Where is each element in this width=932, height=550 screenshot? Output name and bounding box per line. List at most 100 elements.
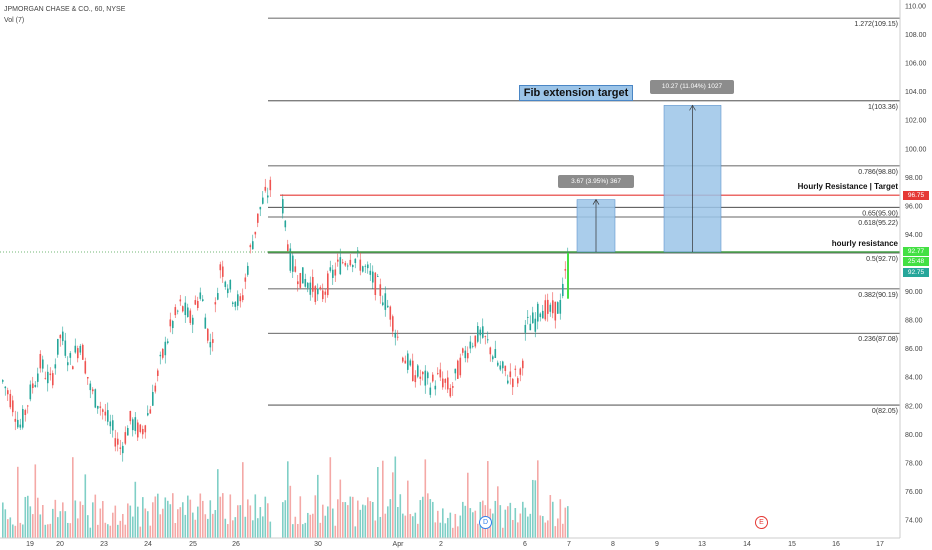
candle-body bbox=[124, 432, 127, 444]
candle-body bbox=[147, 413, 149, 416]
volume-bar bbox=[4, 509, 7, 538]
candle-body bbox=[497, 362, 499, 366]
y-axis-tick-label: 94.00 bbox=[905, 232, 923, 239]
volume-bar bbox=[92, 502, 94, 538]
measure-large-label: 10.27 (11.04%) 1027 bbox=[650, 80, 734, 94]
volume-bar bbox=[54, 499, 57, 538]
volume-bar bbox=[284, 500, 287, 538]
volume-bar bbox=[529, 513, 532, 538]
fib-level-label: 0.5(92.70) bbox=[866, 256, 898, 263]
candle-body bbox=[532, 312, 534, 324]
volume-bar bbox=[462, 501, 464, 538]
volume-bar bbox=[239, 505, 242, 538]
candle-body bbox=[139, 424, 142, 433]
candle-body bbox=[424, 370, 427, 386]
candle-body bbox=[304, 278, 307, 287]
symbol-title: JPMORGAN CHASE & CO., 60, NYSE bbox=[4, 6, 126, 13]
candle-body bbox=[27, 405, 29, 407]
candle-body bbox=[47, 371, 49, 384]
dividend-event-icon[interactable]: D bbox=[479, 516, 492, 529]
candle-body bbox=[487, 339, 489, 341]
volume-bar bbox=[429, 499, 432, 538]
candle-body bbox=[409, 360, 412, 366]
volume-bar bbox=[474, 510, 477, 538]
candle-body bbox=[529, 323, 532, 331]
volume-bar bbox=[347, 505, 349, 538]
candle-body bbox=[69, 353, 72, 358]
x-axis-tick-label: 17 bbox=[876, 541, 884, 548]
candle-body bbox=[109, 421, 112, 427]
volume-bar bbox=[114, 505, 117, 538]
volume-bar bbox=[269, 521, 272, 538]
volume-bar bbox=[437, 510, 439, 538]
volume-bar bbox=[199, 493, 202, 538]
volume-bar bbox=[182, 502, 184, 538]
volume-bar bbox=[222, 493, 224, 538]
volume-bar bbox=[502, 527, 504, 538]
candle-body bbox=[129, 410, 132, 422]
volume-bar bbox=[64, 511, 67, 538]
y-axis-tick-label: 104.00 bbox=[905, 89, 927, 96]
volume-bar bbox=[139, 526, 142, 538]
candle-body bbox=[282, 199, 284, 214]
candle-body bbox=[479, 329, 482, 336]
candle-body bbox=[407, 353, 409, 370]
candle-body bbox=[54, 364, 57, 369]
candle-body bbox=[347, 265, 349, 267]
candle-body bbox=[104, 411, 107, 416]
candle-body bbox=[137, 422, 139, 438]
volume-bar bbox=[564, 507, 567, 538]
y-axis-tick-label: 86.00 bbox=[905, 346, 923, 353]
volume-bar bbox=[404, 515, 407, 538]
candle-body bbox=[369, 270, 372, 275]
candle-body bbox=[82, 344, 84, 360]
volume-bar bbox=[207, 518, 209, 538]
x-axis-tick-label: 13 bbox=[698, 541, 706, 548]
candle-body bbox=[509, 371, 512, 378]
volume-bar bbox=[334, 525, 337, 538]
volume-bar bbox=[467, 472, 469, 538]
candle-body bbox=[114, 438, 117, 447]
candle-body bbox=[327, 273, 329, 296]
volume-bar bbox=[354, 526, 357, 538]
candle-body bbox=[34, 384, 37, 387]
volume-bar bbox=[244, 516, 247, 538]
candle-body bbox=[447, 377, 449, 390]
candle-body bbox=[454, 368, 457, 374]
volume-bar bbox=[519, 513, 522, 538]
volume-bar bbox=[242, 462, 244, 538]
volume-bar bbox=[232, 520, 234, 538]
candle-body bbox=[254, 231, 257, 235]
candle-body bbox=[134, 417, 137, 431]
volume-bar bbox=[464, 505, 467, 538]
earnings-event-icon[interactable]: E bbox=[755, 516, 768, 529]
volume-bar bbox=[34, 464, 37, 538]
measure-large-box-arrow-head bbox=[689, 104, 696, 111]
volume-bar bbox=[144, 508, 147, 538]
volume-bar bbox=[132, 516, 134, 538]
candle-body bbox=[339, 257, 342, 275]
volume-bar bbox=[267, 503, 269, 538]
candle-body bbox=[144, 425, 147, 433]
candle-body bbox=[214, 302, 217, 305]
candle-body bbox=[29, 384, 32, 400]
candle-body bbox=[372, 271, 374, 283]
candle-body bbox=[37, 373, 39, 382]
candle-body bbox=[469, 341, 472, 349]
volume-bar bbox=[434, 522, 437, 538]
candle-body bbox=[182, 306, 184, 312]
volume-bar bbox=[544, 522, 547, 538]
green-resistance-price-tag: 92.77 bbox=[903, 247, 929, 256]
volume-bar bbox=[447, 517, 449, 538]
volume-bar bbox=[517, 522, 519, 538]
candle-body bbox=[484, 336, 487, 337]
candle-body bbox=[252, 241, 254, 250]
candle-body bbox=[494, 349, 497, 358]
candle-body bbox=[72, 366, 74, 370]
candle-body bbox=[269, 179, 272, 191]
volume-bar bbox=[197, 506, 199, 538]
volume-bar bbox=[169, 504, 172, 538]
volume-bar bbox=[262, 516, 264, 538]
x-axis-tick-label: 30 bbox=[314, 541, 322, 548]
